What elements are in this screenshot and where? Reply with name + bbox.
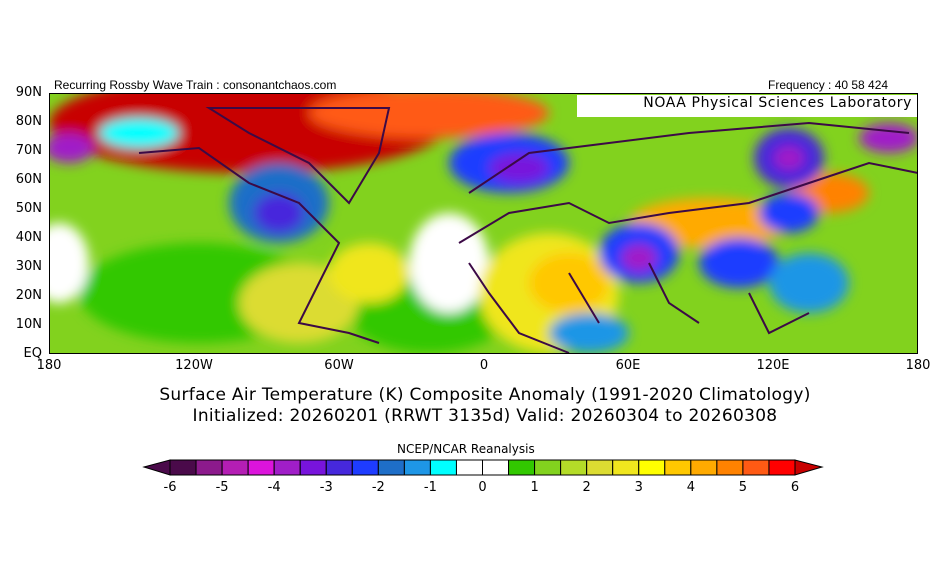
colorbar-tick-label: 6 [790,480,800,495]
lat-label: 40N [15,230,42,245]
colorbar-swatch [429,459,457,476]
colorbar-swatch [482,459,510,476]
colorbar-low-triangle [142,459,171,476]
lon-label: 180 [36,358,62,373]
colorbar-swatch [403,459,431,476]
colorbar-swatch [768,459,796,476]
lat-label: 10N [15,317,42,332]
lon-label: 180 [905,358,930,373]
lat-label: 20N [15,288,42,303]
colorbar-tick-label: -6 [163,480,177,495]
colorbar-swatch [586,459,614,476]
lat-label: 60N [15,172,42,187]
header-left: Recurring Rossby Wave Train : consonantc… [54,78,337,92]
colorbar-tick-label: -2 [371,480,385,495]
title-line-2: Initialized: 20260201 (RRWT 3135d) Valid… [192,406,778,426]
colorbar-swatch [195,459,223,476]
lat-label: 50N [15,201,42,216]
colorbar-tick-label: -5 [215,480,229,495]
colorbar-swatch [247,459,275,476]
colorbar-swatch [534,459,562,476]
colorbar-swatch [351,459,379,476]
lon-label: 120E [756,358,790,373]
colorbar-swatch [690,459,718,476]
colorbar-swatch [560,459,588,476]
colorbar-swatch [273,459,301,476]
colorbar-tick-label: 4 [686,480,695,495]
lat-label: 90N [15,85,42,100]
colorbar-swatch [664,459,692,476]
colorbar-swatch [508,459,536,476]
temperature-anomaly-map [49,93,918,354]
colorbar-tick-label: 5 [738,480,748,495]
colorbar-swatch [377,459,405,476]
colorbar-tick-label: -4 [267,480,281,495]
colorbar-tick-label: 0 [478,480,487,495]
colorbar-swatch [455,459,484,476]
colorbar-tick-label: 1 [530,480,539,495]
colorbar-swatch [716,459,744,476]
lon-label: 120W [175,358,213,373]
colorbar-high-triangle [794,459,824,476]
colorbar-tick-label: -3 [319,480,333,495]
lon-label: 60W [324,358,354,373]
colorbar [142,459,824,476]
lat-label: EQ [23,346,42,361]
colorbar-tick-label: 3 [634,480,643,495]
colorbar-swatch [638,459,666,476]
lon-label: 60E [615,358,641,373]
colorbar-title: NCEP/NCAR Reanalysis [397,442,535,456]
lat-label: 80N [15,114,42,129]
title-line-1: Surface Air Temperature (K) Composite An… [159,385,811,405]
colorbar-tick-label: -1 [423,480,437,495]
colorbar-swatch [299,459,327,476]
colorbar-swatch [169,459,197,476]
coastlines [138,107,918,354]
colorbar-swatch [325,459,353,476]
lon-label: 0 [479,358,489,373]
lat-label: 30N [15,259,42,274]
header-right: Frequency : 40 58 424 [768,78,889,92]
colorbar-swatch [221,459,249,476]
colorbar-swatch [612,459,640,476]
colorbar-swatch [742,459,770,476]
colorbar-tick-label: 2 [582,480,591,495]
map-plot: NOAA Physical Sciences Laboratory [49,93,918,354]
lab-label: NOAA Physical Sciences Laboratory [643,95,912,111]
lat-label: 70N [15,143,42,158]
